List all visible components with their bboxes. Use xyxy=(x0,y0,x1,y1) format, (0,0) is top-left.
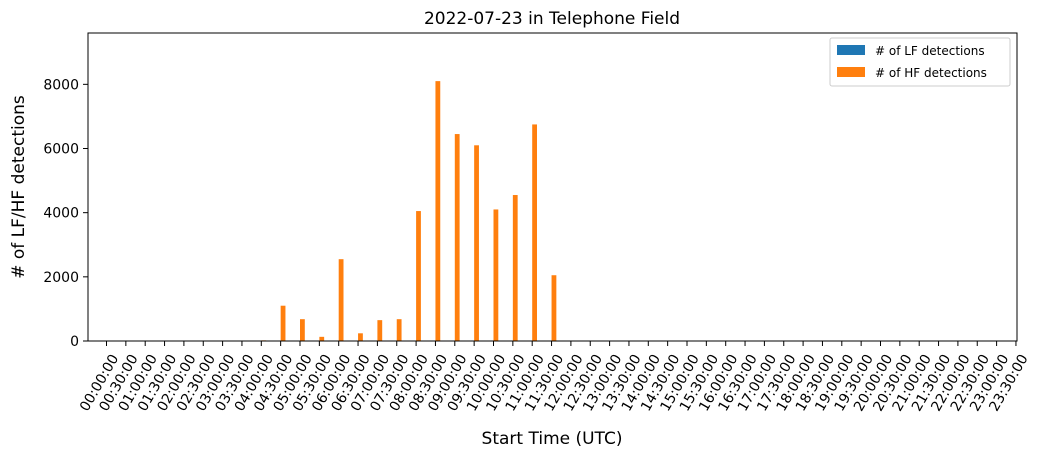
y-tick-label-0: 0 xyxy=(70,334,79,350)
hf-bar-23 xyxy=(551,275,557,341)
y-axis-label: # of LF/HF detections xyxy=(9,95,29,279)
legend-label-hf: # of HF detections xyxy=(875,66,987,80)
hf-bar-11 xyxy=(319,336,325,341)
legend-swatch-hf xyxy=(837,67,865,77)
y-tick-label-2: 4000 xyxy=(43,206,79,222)
legend: # of LF detections # of HF detections xyxy=(829,37,1011,87)
hf-bar-9 xyxy=(280,305,286,341)
hf-bar-20 xyxy=(493,209,499,341)
y-axis: 0 2000 4000 6000 8000 xyxy=(43,77,88,350)
hf-bar-22 xyxy=(532,124,537,341)
hf-bar-15 xyxy=(396,319,402,341)
y-tick-label-3: 6000 xyxy=(43,142,79,158)
plot-frame xyxy=(87,32,1018,342)
hf-bar-18 xyxy=(454,134,460,341)
hf-bar-13 xyxy=(358,333,363,341)
chart-title: 2022-07-23 in Telephone Field xyxy=(424,9,680,29)
y-tick-label-1: 2000 xyxy=(43,270,79,286)
legend-label-lf: # of LF detections xyxy=(875,44,985,58)
x-axis-label: Start Time (UTC) xyxy=(482,429,623,449)
hf-bar-16 xyxy=(416,211,421,341)
hf-bar-14 xyxy=(377,320,383,341)
bars-group xyxy=(261,81,557,341)
hf-bar-17 xyxy=(435,81,441,341)
legend-box xyxy=(829,37,1011,87)
hf-bar-19 xyxy=(474,145,479,341)
hf-bar-10 xyxy=(300,319,305,341)
x-axis: 00:00:0000:30:0001:00:0001:30:0002:00:00… xyxy=(77,341,1032,414)
hf-bar-21 xyxy=(512,195,518,341)
y-tick-label-4: 8000 xyxy=(43,77,79,93)
legend-swatch-lf xyxy=(837,45,865,55)
hf-bar-12 xyxy=(338,259,344,341)
